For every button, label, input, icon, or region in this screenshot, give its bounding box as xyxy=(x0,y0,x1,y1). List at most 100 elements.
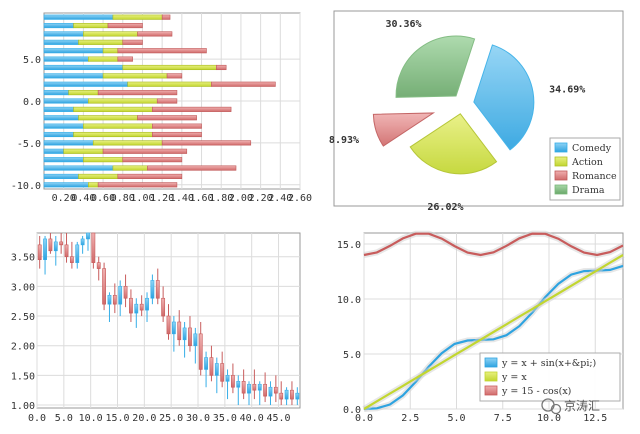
bar-segment xyxy=(97,182,178,188)
bars xyxy=(43,14,276,188)
x-tick-label: 1.00 xyxy=(130,193,154,204)
bar-segment xyxy=(83,157,124,163)
y-tick-label: 3.50 xyxy=(11,253,35,264)
x-tick-label: 10.0 xyxy=(79,413,103,424)
x-tick-label: 5.0 xyxy=(447,413,465,424)
bar-segment xyxy=(117,56,133,62)
legend-label: Drama xyxy=(572,185,605,196)
bar-segment xyxy=(152,123,202,129)
bar-segment xyxy=(102,48,119,54)
legend-swatch xyxy=(554,156,568,167)
bar-segment xyxy=(127,81,212,87)
bar-segment xyxy=(147,165,237,171)
bar-segment xyxy=(88,182,99,188)
candle-body xyxy=(161,297,166,317)
candle-body xyxy=(69,256,74,263)
bar-segment xyxy=(73,106,153,112)
pie-chart: 34.69% 26.02% 8.93% 30.36% Comedy Action Roma… xyxy=(329,10,624,213)
stacked-bar-chart: 0.200.400.600.801.001.201.401.601.802.00… xyxy=(11,12,312,204)
bar-segment xyxy=(112,14,163,20)
legend-swatch xyxy=(484,357,498,368)
bar-segment xyxy=(43,140,94,146)
x-tick-label: 1.40 xyxy=(170,193,194,204)
bar-segment xyxy=(117,48,207,54)
tick-labels: 0.0 5.0 10.0 15.0 20.0 25.0 30.0 35.0 40.0 45.0 3.… xyxy=(11,253,291,424)
x-tick-label: 1.20 xyxy=(150,193,174,204)
x-tick-label: 35.0 xyxy=(213,413,237,424)
candle-body xyxy=(118,286,123,305)
bar-segment xyxy=(211,81,276,87)
candle-body xyxy=(96,262,101,269)
bar-segment xyxy=(117,173,183,179)
x-tick-label: 30.0 xyxy=(186,413,210,424)
candle-body xyxy=(80,238,85,246)
series-line xyxy=(363,232,624,257)
bar-segment xyxy=(97,90,178,96)
candle-body xyxy=(129,297,133,314)
bar-segment xyxy=(68,90,99,96)
wechat-icon-inner xyxy=(550,403,562,415)
y-tick-label: -5.0 xyxy=(17,139,41,150)
bar-segment xyxy=(88,98,158,104)
candle-body xyxy=(188,327,192,347)
candle-body xyxy=(284,389,289,400)
x-tick-label: 1.60 xyxy=(189,193,213,204)
bar-segment xyxy=(78,39,124,45)
candle-body xyxy=(75,244,80,263)
pie-slice xyxy=(473,44,535,151)
y-tick-label: 0.0 xyxy=(23,97,41,108)
y-tick-label: 0.0 xyxy=(343,405,361,416)
legend-swatch xyxy=(554,170,568,181)
candle-body xyxy=(112,294,117,305)
legend: Comedy Action Romance Drama xyxy=(549,137,621,201)
x-tick-label: 45.0 xyxy=(266,413,290,424)
bar-segment xyxy=(43,148,64,154)
x-tick-label: 5.0 xyxy=(55,413,73,424)
candle-body xyxy=(290,389,294,400)
x-tick-label: 2.40 xyxy=(268,193,292,204)
bar-segment xyxy=(63,148,104,154)
candle-body xyxy=(64,244,69,258)
pie-slice xyxy=(372,112,436,147)
bar-segment xyxy=(161,14,171,20)
x-tick-label: 15.0 xyxy=(105,413,129,424)
x-tick-label: 0.0 xyxy=(355,413,373,424)
slice-value-label: 26.02% xyxy=(427,202,463,213)
bar-segment xyxy=(43,31,84,37)
y-tick-label: -10.0 xyxy=(11,181,41,192)
bar-segment xyxy=(43,182,89,188)
legend-label: y = x xyxy=(501,372,527,383)
y-tick-label: 2.50 xyxy=(11,312,35,323)
candlestick-chart: 0.0 5.0 10.0 15.0 20.0 25.0 30.0 35.0 40.0 45.0 3.… xyxy=(11,232,301,424)
y-tick-label: 5.0 xyxy=(23,55,41,66)
candle-body xyxy=(247,383,251,394)
legend-label: Comedy xyxy=(572,143,612,154)
bar-segment xyxy=(216,64,227,71)
y-tick-label: 1.00 xyxy=(11,401,35,412)
candle-body xyxy=(155,280,160,299)
bar-segment xyxy=(152,106,232,112)
candle-body xyxy=(150,280,155,299)
pie-slice xyxy=(409,113,498,175)
bar-segment xyxy=(122,157,183,163)
candle-body xyxy=(177,321,182,341)
bar-segment xyxy=(83,31,138,37)
watermark-text: 京涛汇 xyxy=(564,398,600,413)
candle-body xyxy=(220,363,225,382)
x-tick-label: 0.20 xyxy=(52,193,76,204)
y-tick-label: 1.50 xyxy=(11,371,35,382)
legend-label: Action xyxy=(571,157,603,168)
candle-body xyxy=(59,241,64,246)
candle-body xyxy=(107,294,112,305)
pie-slice xyxy=(395,35,476,98)
candle-body xyxy=(273,386,278,394)
bar-segment xyxy=(107,23,143,29)
bar-segment xyxy=(43,73,104,79)
candle-body xyxy=(252,383,257,391)
value-labels: 34.69% 26.02% 8.93% 30.36% xyxy=(329,19,585,213)
x-tick-label: 40.0 xyxy=(240,413,264,424)
bar-segment xyxy=(43,98,89,104)
x-tick-label: 2.5 xyxy=(401,413,419,424)
candle-body xyxy=(91,232,96,263)
